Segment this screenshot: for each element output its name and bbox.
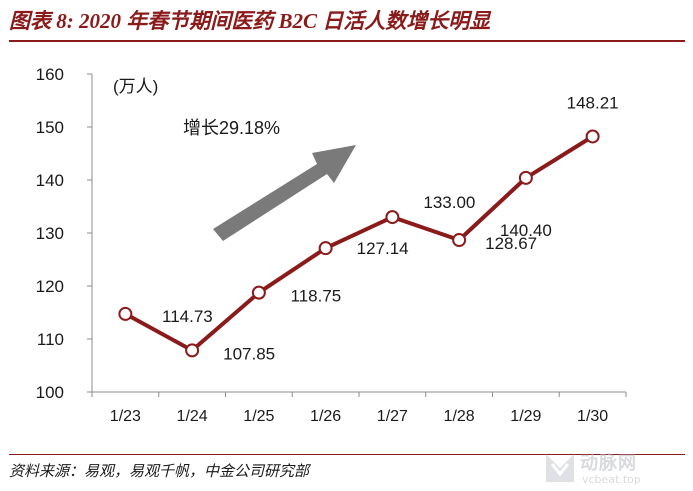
y-tick-label: 160 [36,65,64,84]
data-point [385,210,400,225]
data-point [251,285,266,300]
x-tick-label: 1/29 [510,408,541,425]
data-point [585,129,600,144]
y-tick-label: 110 [37,330,64,349]
data-label: 107.85 [223,344,275,363]
footer-divider [9,454,685,455]
data-point [452,233,467,248]
data-label: 140.40 [500,221,552,240]
data-point [118,306,133,321]
y-tick-label: 120 [36,277,64,296]
y-tick-label: 100 [36,383,64,402]
data-label: 128.67 [485,234,537,253]
y-tick-label: 130 [36,224,64,243]
x-tick-label: 1/27 [377,408,408,425]
figure-title: 图表 8: 2020 年春节期间医药 B2C 日活人数增长明显 [9,9,491,33]
unit-label: (万人) [113,77,158,96]
chart-axes [87,73,627,397]
growth-arrow-shape [213,145,356,241]
x-tick-label: 1/25 [243,408,274,425]
x-tick-label: 1/24 [177,408,208,425]
watermark-url: vcbeat.top [582,473,641,486]
data-label: 133.00 [423,193,475,212]
y-tick-label: 140 [36,171,64,190]
data-point [518,170,533,185]
x-tick-label: 1/30 [577,408,608,425]
y-tick-labels: 100 110 120 130 140 150 160 [36,65,64,402]
data-labels: 114.73 107.85 118.75 127.14 133.00 128.67140.… [162,93,619,363]
watermark-logo: 动脉网 vcbeat.top [540,448,688,488]
data-label: 114.73 [162,307,213,326]
watermark-icon [546,454,574,482]
data-label: 148.21 [567,93,619,112]
watermark-text: 动脉网 [580,453,637,474]
x-tick-labels: 1/23 1/24 1/25 1/26 1/27 1/28 1/29 1/30 [110,408,608,425]
y-tick-label: 150 [36,118,64,137]
data-point [185,343,200,358]
data-label: 118.75 [291,287,342,306]
data-point [318,241,333,256]
series-line [124,134,594,353]
x-tick-label: 1/26 [310,408,341,425]
data-label: 127.14 [357,239,409,258]
x-tick-label: 1/28 [444,408,475,425]
x-tick-label: 1/23 [110,408,141,425]
growth-annotation: 增长29.18% [183,118,280,138]
growth-arrow [213,145,356,241]
title-divider [9,40,685,42]
series-polyline [124,134,594,353]
series-markers [118,129,600,358]
source-note: 资料来源：易观，易观千帆，中金公司研究部 [9,464,310,480]
